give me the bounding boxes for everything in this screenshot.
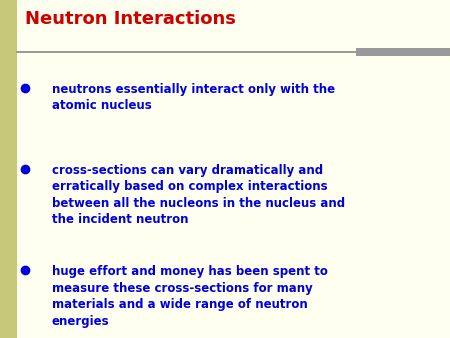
Bar bbox=[356, 48, 450, 56]
Text: cross-sections can vary dramatically and
erratically based on complex interactio: cross-sections can vary dramatically and… bbox=[52, 164, 345, 226]
Text: Neutron Interactions: Neutron Interactions bbox=[25, 10, 236, 28]
Text: huge effort and money has been spent to
measure these cross-sections for many
ma: huge effort and money has been spent to … bbox=[52, 265, 328, 328]
Bar bbox=[0, 0, 17, 338]
Text: neutrons essentially interact only with the
atomic nucleus: neutrons essentially interact only with … bbox=[52, 83, 335, 112]
